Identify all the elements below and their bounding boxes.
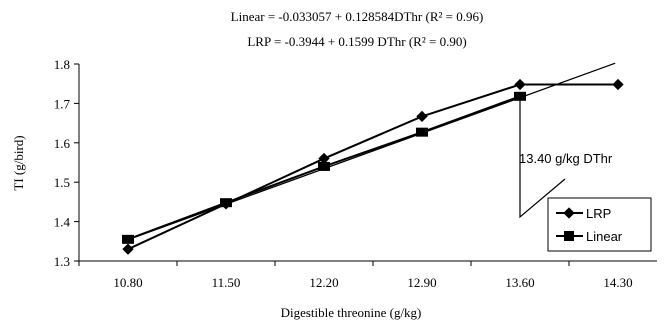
y-tick-label: 1.8 [54,57,70,72]
x-tick-label: 12.20 [309,275,338,290]
x-tick-label: 13.60 [505,275,534,290]
legend-label-lrp: LRP [586,206,611,221]
y-tick-label: 1.7 [54,96,71,111]
point-linear [220,198,232,208]
equation-lrp: LRP = -0.3944 + 0.1599 DThr (R² = 0.90) [247,34,466,49]
series-line-lrp [127,83,618,251]
point-lrp [416,110,428,123]
y-tick-label: 1.6 [54,136,71,151]
point-linear [416,127,428,137]
point-linear [514,91,526,101]
y-tick-label: 1.3 [54,254,70,269]
legend-marker-lrp [563,207,575,219]
linear-trend-line [127,62,616,241]
y-tick-group: 1.3 1.4 1.5 1.6 1.7 1.8 [54,57,79,269]
x-tick-label: 12.90 [407,275,436,290]
x-tick-label: 14.30 [603,275,632,290]
annotation-pointer [519,96,566,219]
x-axis-title: Digestible threonine (g/kg) [281,305,422,320]
plot-area [122,62,624,255]
point-linear [122,234,134,244]
x-tick-group: 10.80 11.50 12.20 12.90 13.60 14.30 [78,261,633,290]
point-lrp [612,78,624,91]
point-lrp [122,243,134,255]
y-axis-title: TI (g/bird) [11,135,26,190]
point-linear [318,161,330,171]
legend-box [547,197,652,252]
legend-label-linear: Linear [586,229,623,244]
point-lrp [318,152,330,165]
y-tick-label: 1.4 [54,215,71,230]
annotation-label: 13.40 g/kg DThr [519,151,613,166]
point-lrp [514,78,526,91]
x-tick-label: 11.50 [212,275,241,290]
y-tick-label: 1.5 [54,175,70,190]
x-tick-label: 10.80 [113,275,142,290]
legend-marker-linear [564,231,574,241]
legend: LRP Linear [547,197,652,252]
equation-linear: Linear = -0.033057 + 0.128584DThr (R² = … [231,9,484,24]
